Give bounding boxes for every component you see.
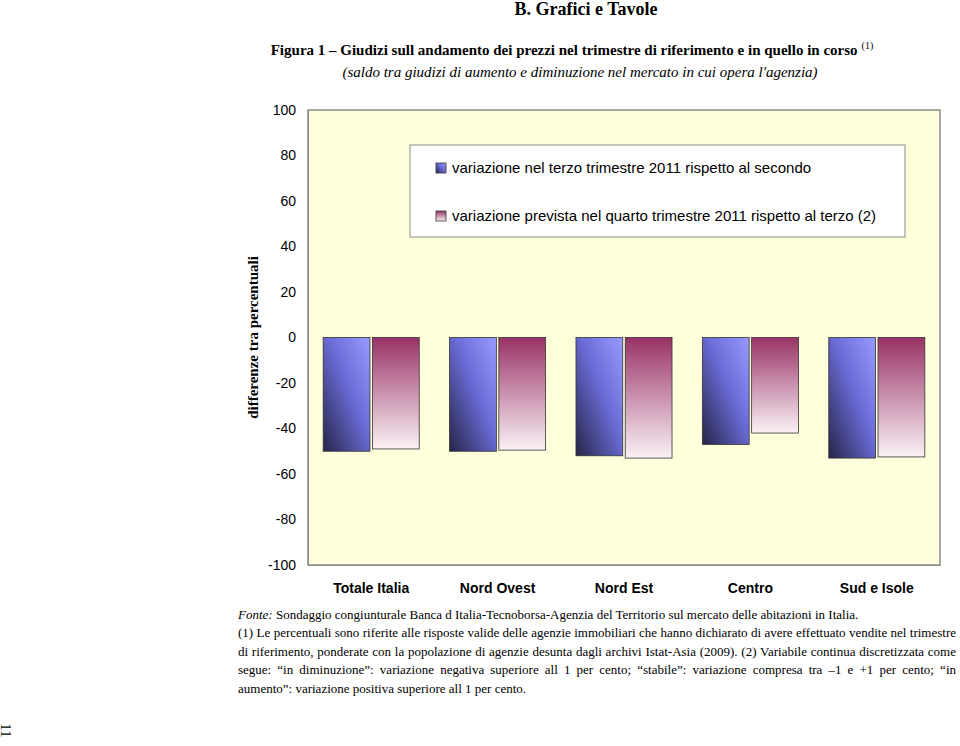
y-tick-label: -100 — [268, 557, 296, 573]
bar — [625, 338, 672, 459]
y-axis: -100 -80 -60 -40 -20 0 20 40 60 80 100 — [268, 102, 309, 573]
subtitle: (saldo tra giudizi di aumento e diminuzi… — [342, 64, 817, 81]
y-tick: 0 — [288, 329, 308, 345]
bar — [752, 338, 799, 434]
footnotes: (1) Le percentuali sono riferite alle ri… — [238, 624, 956, 698]
y-tick-label: 0 — [288, 329, 296, 345]
bar — [323, 338, 370, 452]
legend-box — [410, 145, 905, 237]
legend-swatch — [436, 211, 446, 221]
x-tick: Nord Ovest — [460, 565, 536, 596]
x-tick-label: Nord Est — [595, 580, 654, 596]
plot-area — [308, 110, 940, 565]
y-tick-label: 100 — [273, 102, 297, 118]
x-tick: Totale Italia — [333, 565, 409, 596]
bar — [372, 338, 419, 449]
x-axis-line — [309, 565, 941, 566]
y-tick-label: -60 — [276, 466, 296, 482]
bar — [499, 338, 546, 451]
bars — [323, 338, 925, 459]
y-axis-line — [308, 111, 309, 566]
y-tick-label: 80 — [280, 147, 296, 163]
y-tick-label: 20 — [280, 284, 296, 300]
y-tick: 40 — [280, 238, 308, 254]
y-tick: -40 — [276, 420, 308, 436]
notes: Fonte: Sondaggio congiunturale Banca d I… — [238, 606, 956, 698]
y-tick: -60 — [276, 466, 308, 482]
y-tick-label: 60 — [280, 193, 296, 209]
x-axis: Totale Italia Nord Ovest Nord Est Centro Sud… — [309, 565, 941, 596]
y-tick-label: -80 — [276, 511, 296, 527]
bar — [576, 338, 623, 456]
y-tick: -100 — [268, 557, 308, 573]
bar — [702, 338, 749, 445]
x-tick: Sud e Isole — [840, 565, 914, 596]
source-label: Fonte: — [238, 607, 273, 622]
y-tick: 60 — [280, 193, 308, 209]
y-tick-label: 40 — [280, 238, 296, 254]
title-text: Figura 1 – Giudizi sull andamento dei pr… — [271, 42, 858, 58]
x-tick-label: Totale Italia — [333, 580, 409, 596]
x-tick-label: Sud e Isole — [840, 580, 914, 596]
y-tick: -20 — [276, 375, 308, 391]
bar — [878, 338, 925, 457]
legend-swatch — [436, 163, 446, 173]
title-note: (1) — [862, 40, 874, 52]
x-tick-label: Centro — [728, 580, 773, 596]
y-tick: 80 — [280, 147, 308, 163]
page-number: 11 — [0, 723, 14, 737]
title: Figura 1 – Giudizi sull andamento dei pr… — [271, 40, 874, 58]
legend-label: variazione nel terzo trimestre 2011 risp… — [452, 159, 811, 176]
y-axis-title: differenze tra percentuali — [245, 256, 261, 419]
legend-label: variazione prevista nel quarto trimestre… — [452, 207, 876, 224]
source: Fonte: Sondaggio congiunturale Banca d I… — [238, 606, 956, 624]
y-tick-label: -20 — [276, 375, 296, 391]
header: B. Grafici e Tavole — [515, 0, 658, 19]
x-tick-label: Nord Ovest — [460, 580, 536, 596]
bar — [829, 338, 876, 459]
y-tick: 100 — [273, 102, 308, 118]
legend: variazione nel terzo trimestre 2011 risp… — [410, 145, 905, 237]
source-text: Sondaggio congiunturale Banca d Italia-T… — [276, 607, 858, 622]
y-tick: 20 — [280, 284, 308, 300]
x-tick: Nord Est — [595, 565, 654, 596]
x-tick: Centro — [728, 565, 773, 596]
y-tick-label: -40 — [276, 420, 296, 436]
y-tick: -80 — [276, 511, 308, 527]
bar — [450, 338, 497, 452]
